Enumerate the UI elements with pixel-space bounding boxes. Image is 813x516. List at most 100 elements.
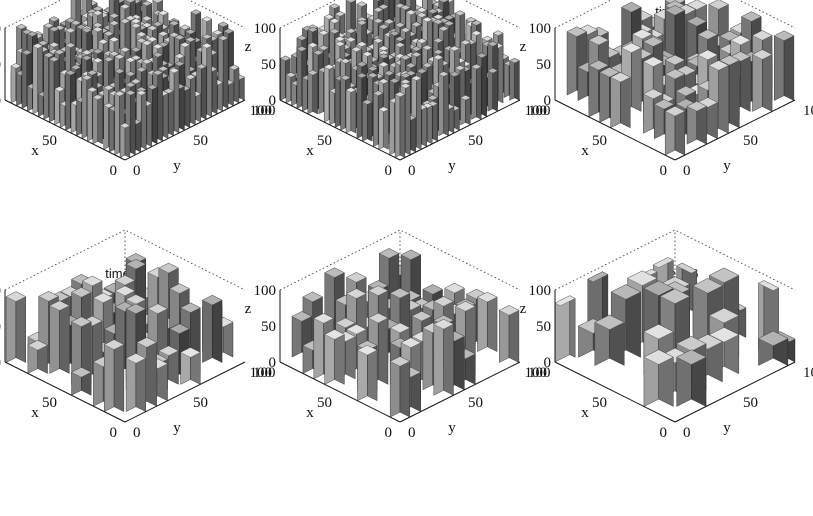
box-top-edge [279,0,521,29]
surface-plot-2: time=4050100050100050100xyz [520,0,813,179]
surface-bar [554,295,576,363]
y-tick-label: 50 [193,395,208,411]
z-tick-label: 100 [0,283,1,299]
y-tick-label: 50 [468,133,483,149]
surface-plot-5: time=16050100050100050100xyz [520,229,813,441]
surface-bar [389,356,411,418]
x-tick-label: 0 [660,163,668,179]
x-axis-line [279,361,401,423]
z-tick-label: 50 [0,57,1,73]
y-tick-label: 0 [683,425,691,441]
box-top-edge [4,0,246,29]
y-tick-label: 0 [408,425,416,441]
z-tick-label: 0 [269,355,277,371]
x-axis-line [279,99,401,161]
surface-bar [125,353,147,412]
x-tick-label: 50 [592,133,607,149]
surface-bar [103,339,125,412]
surface-bar [71,316,92,385]
x-tick-label: 100 [525,103,548,119]
surface-bar [594,314,625,366]
z-tick-label: 0 [0,355,1,371]
x-tick-label: 50 [317,395,332,411]
y-tick-label: 100 [803,103,813,119]
surface-bar [202,294,223,363]
z-tick-label: 100 [529,283,552,299]
x-axis-label: x [581,143,589,159]
surface-bar [433,318,454,396]
z-tick-label: 50 [536,319,551,335]
y-axis-label: y [448,158,456,174]
y-tick-label: 0 [133,425,141,441]
surface-plot-3: time=6050100050100050100xyz [0,229,276,441]
surface-bar [362,99,373,142]
x-tick-label: 100 [525,365,548,381]
z-tick-label: 50 [261,57,276,73]
y-tick-label: 0 [133,163,141,179]
z-tick-label: 50 [0,319,1,335]
surface-bar [324,329,345,385]
surface-bar [686,101,707,145]
surface-bar [471,63,482,120]
z-tick-label: 100 [254,21,277,37]
y-tick-label: 100 [528,365,551,381]
surface-bar [487,67,498,112]
surface-bar [49,300,70,374]
z-tick-label: 100 [254,283,277,299]
surface-bar [477,291,498,352]
x-axis-line [4,361,126,423]
surface-plot-4: time=8050100050100050100xyz [245,229,551,441]
z-axis-label: z [245,301,252,317]
x-tick-label: 0 [660,425,668,441]
box-top-edge [279,229,521,291]
z-axis-label: z [520,39,527,55]
surface-bar [27,339,48,374]
z-tick-label: 50 [261,319,276,335]
surface-bar [345,87,357,134]
y-tick-label: 50 [468,395,483,411]
surface-bar [438,71,449,137]
z-tick-label: 0 [544,355,552,371]
x-tick-label: 50 [42,395,57,411]
y-axis-line [124,361,246,423]
y-tick-label: 0 [683,163,691,179]
y-axis-line [399,361,521,423]
surface-bar [307,69,318,115]
x-axis-line [554,99,676,161]
surface-bar [378,106,389,150]
x-tick-label: 0 [110,425,118,441]
box-top-edge [4,229,246,291]
surface-bar [758,330,789,366]
box-top-edge [554,229,796,291]
y-axis-line [674,99,796,161]
surface-bar [676,349,707,407]
y-tick-label: 0 [408,163,416,179]
x-axis-label: x [581,405,589,421]
z-tick-label: 50 [536,57,551,73]
x-tick-label: 0 [110,163,118,179]
z-tick-label: 0 [0,93,1,109]
x-axis-label: x [306,143,314,159]
y-axis-label: y [723,158,731,174]
x-axis-line [554,361,676,423]
surface-bar [119,122,131,158]
y-tick-label: 100 [803,365,813,381]
surface-bar [610,72,631,129]
surface-bar [460,94,471,126]
surface-bar [394,91,406,158]
y-axis-line [674,361,796,423]
z-tick-label: 0 [269,93,277,109]
y-axis-label: y [173,158,181,174]
y-axis-line [399,99,521,161]
y-tick-label: 100 [528,103,551,119]
surface-bar [5,291,27,363]
surface-bar [752,49,773,112]
box-top-edge [554,0,796,29]
x-tick-label: 50 [317,133,332,149]
surface-bar [92,94,103,145]
y-axis-label: y [173,420,181,436]
surface-bar [498,305,520,363]
surface-bar [509,57,520,101]
y-axis-line [124,99,246,161]
x-tick-label: 0 [385,163,393,179]
